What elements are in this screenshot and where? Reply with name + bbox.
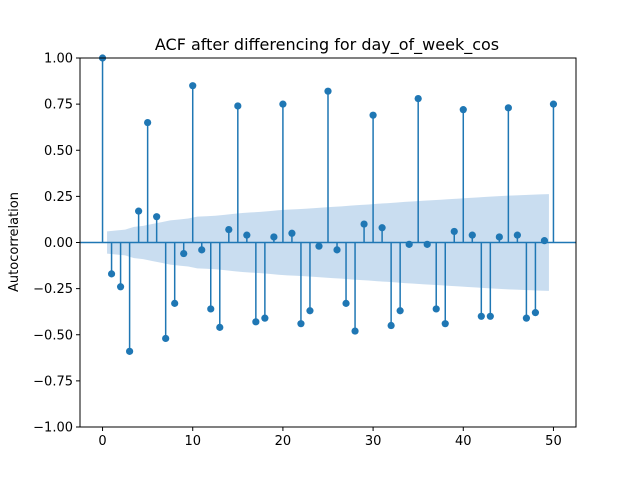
stem-marker: [153, 213, 161, 221]
y-tick-label: 0.00: [44, 236, 73, 251]
stem-marker: [360, 220, 368, 228]
y-tick-label: 0.75: [44, 98, 73, 113]
chart-title: ACF after differencing for day_of_week_c…: [155, 35, 499, 55]
stem-marker: [333, 246, 341, 254]
stem-marker: [162, 334, 170, 343]
x-tick-label: 40: [455, 434, 472, 449]
y-axis-label: Autocorrelation: [7, 192, 22, 292]
stem-marker: [351, 327, 359, 335]
stem-marker: [189, 82, 197, 90]
stem-marker: [495, 233, 503, 241]
y-tick-label: −0.75: [33, 374, 73, 389]
stem-marker: [306, 307, 314, 315]
stem-marker: [288, 229, 296, 237]
stem-marker: [387, 321, 395, 330]
stem-marker: [116, 283, 125, 291]
x-tick-label: 30: [365, 434, 382, 449]
y-tick-label: 1.00: [44, 52, 73, 67]
stem-marker: [126, 347, 134, 355]
stem-marker: [216, 323, 224, 331]
axes: 0 10 20 30 40 50 1.00 0.75 0.50 0.25 0.00 −0.25 −0.5…: [33, 52, 577, 449]
stem-marker: [423, 240, 431, 248]
y-tick-label: −1.00: [33, 421, 73, 436]
stem-marker: [450, 227, 458, 236]
stem-marker: [432, 305, 440, 313]
y-tick-label: 0.25: [44, 190, 73, 205]
stem-marker: [531, 309, 540, 317]
stem-marker: [549, 100, 558, 108]
stem-marker: [513, 231, 521, 239]
stem-marker: [396, 307, 404, 315]
stem-marker: [369, 111, 377, 119]
stem-marker: [243, 231, 251, 239]
stem-marker: [225, 225, 233, 234]
stem-marker: [477, 312, 485, 320]
stem-marker: [107, 270, 116, 278]
x-tick-label: 10: [184, 434, 201, 449]
stem-marker: [486, 312, 494, 320]
stem-marker: [522, 314, 531, 322]
y-tick-label: −0.50: [33, 328, 73, 343]
stem-marker: [324, 87, 332, 95]
stem-marker: [342, 299, 350, 307]
plot-area: [80, 54, 576, 355]
y-tick-label: −0.25: [33, 282, 73, 297]
stem-marker: [270, 233, 278, 241]
y-tick-label: 0.50: [44, 144, 73, 159]
stem-marker: [207, 305, 215, 313]
x-tick-label: 20: [275, 434, 292, 449]
stem-marker: [171, 299, 179, 307]
stem-marker: [198, 246, 206, 254]
x-tick-label: 0: [98, 434, 106, 449]
stem-marker: [441, 320, 449, 328]
stem-marker: [180, 249, 188, 258]
stem-marker: [315, 242, 323, 250]
stem-marker: [144, 118, 152, 127]
stem-marker: [135, 207, 143, 215]
stem-marker: [504, 104, 512, 112]
stem-marker: [279, 100, 287, 108]
stem-marker: [261, 314, 269, 322]
stem-marker: [378, 224, 386, 232]
stem-marker: [405, 240, 413, 248]
stem-marker: [414, 94, 422, 103]
stem-marker: [297, 320, 305, 328]
stem-marker: [459, 106, 467, 114]
stem-marker: [468, 231, 476, 239]
stem-marker: [234, 102, 242, 110]
stem-marker: [252, 318, 260, 326]
x-tick-label: 50: [545, 434, 562, 449]
stem-marker: [540, 237, 549, 245]
